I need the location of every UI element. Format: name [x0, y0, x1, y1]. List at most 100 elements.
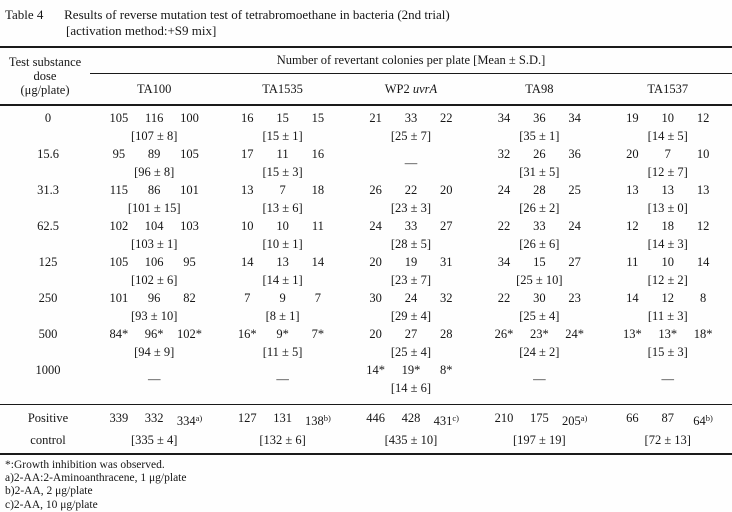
plate-count-value: 15 — [276, 111, 289, 125]
result-cell: 21 33 22 [25 ± 7] — [347, 109, 475, 145]
footnote-marker: c) — [452, 413, 459, 423]
table-row-dose-250: 250 101 96 82 [93 ± 10] 7 9 7 [8 ± 1] 30 24 32 [29 ±… — [0, 289, 732, 325]
plate-count-value: 27 — [568, 255, 581, 269]
plate-count-value: 18* — [693, 327, 713, 341]
mean-sd-value: [25 ± 7] — [390, 129, 432, 143]
plate-count-value: 24 — [568, 219, 581, 233]
plate-count-value: 20 — [369, 255, 382, 269]
result-cell: 26* 23* 24* [24 ± 2] — [475, 325, 603, 361]
result-cell: 210 175 205a) [197 ± 19] — [475, 407, 603, 453]
table-row-dose-31.3: 31.3 115 86 101 [101 ± 15] 13 7 18 [13 ± 6] 26 22 2… — [0, 181, 732, 217]
footnote-marker: a) — [195, 413, 203, 423]
plate-counts: 127 131 138b) — [230, 407, 336, 429]
plate-counts: 20 27 28 — [358, 325, 464, 343]
plate-count-value: 32 — [440, 291, 453, 305]
plate-count-value: 10 — [276, 219, 289, 233]
plate-count-value: 101 — [109, 291, 129, 305]
plate-count-value: 19 — [404, 255, 418, 269]
plate-count-value: 34 — [497, 111, 511, 125]
plate-counts: 210 175 205a) — [486, 407, 592, 429]
plate-count-value: 27 — [404, 327, 418, 341]
plate-count-value: 138b) — [304, 413, 331, 428]
plate-counts: 34 36 34 — [486, 109, 592, 127]
result-cell: 127 131 138b) [132 ± 6] — [218, 407, 346, 453]
plate-counts: 16 15 15 — [230, 109, 336, 127]
result-cell: 22 33 24 [26 ± 6] — [475, 217, 603, 253]
mean-sd-value: [23 ± 3] — [390, 201, 432, 215]
table-title: Table 4 Results of reverse mutation test… — [5, 7, 728, 23]
result-cell: 16* 9* 7* [11 ± 5] — [218, 325, 346, 361]
mean-sd-value: [25 ± 10] — [516, 273, 563, 287]
result-cell-missing: — — [347, 145, 475, 181]
plate-count-value: 101 — [180, 183, 199, 197]
result-cell: 13 7 18 [13 ± 6] — [218, 181, 346, 217]
result-cell: 13 13 13 [13 ± 0] — [604, 181, 732, 217]
plate-count-value: 16* — [237, 327, 257, 341]
plate-count-value: 11 — [626, 255, 639, 269]
plate-count-value: 12 — [696, 219, 710, 233]
mean-sd-value: [102 ± 6] — [130, 273, 178, 287]
footnote-marker: b) — [323, 413, 331, 423]
plate-count-value: 28 — [533, 183, 546, 197]
plate-counts: 84* 96* 102* — [101, 325, 207, 343]
result-cell: 446 428 431c) [435 ± 10] — [347, 407, 475, 453]
dose-value: 1000 — [35, 363, 61, 377]
strain-header-wp2: WP2 uvrA — [384, 81, 438, 96]
footnote-marker: a) — [580, 413, 588, 423]
plate-count-value: 32 — [497, 147, 511, 161]
result-cell: 20 7 10 [12 ± 7] — [604, 145, 732, 181]
plate-counts: 21 33 22 — [358, 109, 464, 127]
plate-counts: 105 116 100 — [101, 109, 207, 127]
plate-count-value: 7 — [244, 291, 251, 305]
plate-count-value: 14 — [696, 255, 710, 269]
result-cell: 24 33 27 [28 ± 5] — [347, 217, 475, 253]
plate-count-value: 106 — [144, 255, 164, 269]
mean-sd-value: [12 ± 7] — [647, 165, 688, 179]
plate-counts: 17 11 16 — [230, 145, 336, 163]
mean-sd-value: [29 ± 4] — [390, 309, 432, 323]
mean-sd-value: [35 ± 1] — [519, 129, 560, 143]
plate-count-value: 26 — [533, 147, 546, 161]
plate-count-value: 66 — [626, 411, 639, 425]
plate-count-value: 23* — [529, 327, 549, 341]
dose-value: 0 — [44, 111, 52, 125]
dose-value: 125 — [38, 255, 58, 269]
plate-count-value: 19* — [401, 363, 421, 377]
plate-count-value: 21 — [369, 111, 382, 125]
result-cell: 34 36 34 [35 ± 1] — [475, 109, 603, 145]
mean-sd-value: [15 ± 3] — [647, 345, 688, 359]
result-cell: 105 116 100 [107 ± 8] — [90, 109, 218, 145]
plate-count-value: 82 — [183, 291, 196, 305]
dose-header-line-2: dose — [33, 69, 57, 83]
plate-count-value: 115 — [109, 183, 128, 197]
table-caption: Results of reverse mutation test of tetr… — [64, 7, 450, 22]
result-cell-missing: — — [218, 361, 346, 397]
plate-count-value: 13* — [658, 327, 678, 341]
result-cell: 105 106 95 [102 ± 6] — [90, 253, 218, 289]
plate-counts: 14 12 8 — [615, 289, 721, 307]
result-cell: 66 87 64b) [72 ± 13] — [604, 407, 732, 453]
plate-counts: 22 33 24 — [486, 217, 592, 235]
plate-count-value: 17 — [240, 147, 254, 161]
plate-count-value: 26* — [494, 327, 514, 341]
plate-count-value: 64b) — [693, 413, 713, 428]
plate-count-value: 105 — [180, 147, 199, 161]
plate-count-value: 16 — [311, 147, 325, 161]
dose-value: 15.6 — [37, 147, 59, 161]
plate-count-value: 7* — [311, 327, 325, 341]
plate-count-value: 12 — [661, 291, 674, 305]
plate-count-value: 33 — [404, 219, 418, 233]
positive-control-label: Positive control — [0, 407, 90, 453]
positive-control-row: Positive control 339 332 334a) [335 ± 4] 127 13… — [0, 405, 732, 455]
result-cell: 14* 19* 8* [14 ± 6] — [347, 361, 475, 397]
mean-sd-value: [101 ± 15] — [127, 201, 181, 215]
plate-count-value: 102 — [109, 219, 129, 233]
strain-header-ta1535: TA1535 — [262, 81, 303, 96]
plate-counts: 105 106 95 — [101, 253, 207, 271]
plate-count-value: 33 — [533, 219, 546, 233]
mean-sd-value: [335 ± 4] — [130, 433, 178, 447]
plate-count-value: 11 — [311, 219, 324, 233]
plate-count-value: 30 — [369, 291, 382, 305]
plate-count-value: 7 — [664, 147, 671, 161]
dose-value: 250 — [38, 291, 58, 305]
